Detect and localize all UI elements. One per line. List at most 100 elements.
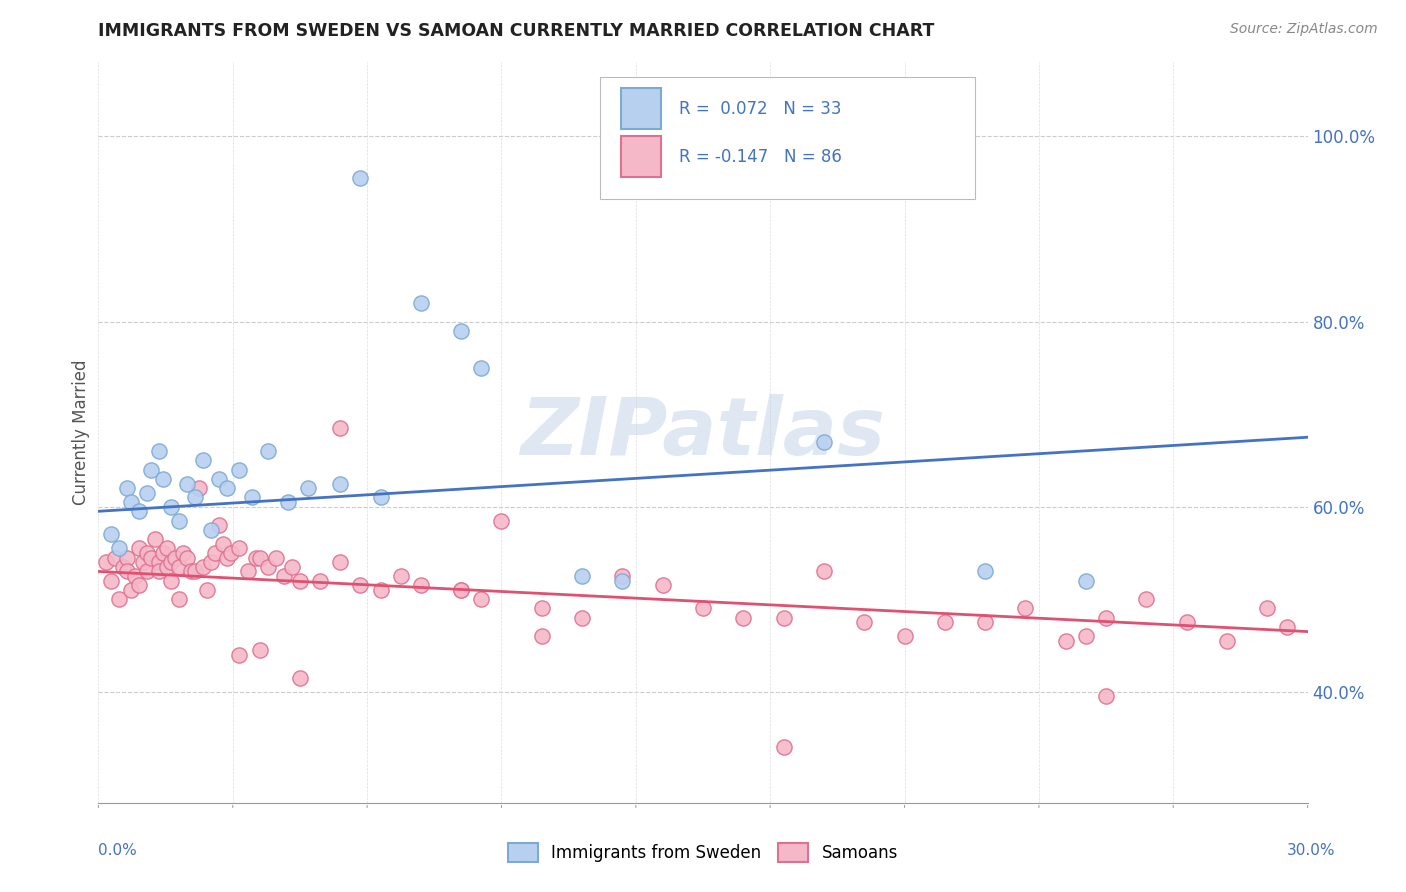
Point [277,495,299,509]
Point [249,550,271,565]
Point [692,601,714,615]
Point [172,546,194,560]
Point [107,541,129,556]
Point [612,574,634,588]
Point [160,574,183,588]
Point [733,611,755,625]
Point [893,629,915,643]
Point [1054,633,1077,648]
Point [571,611,593,625]
Text: IMMIGRANTS FROM SWEDEN VS SAMOAN CURRENTLY MARRIED CORRELATION CHART: IMMIGRANTS FROM SWEDEN VS SAMOAN CURRENT… [98,22,935,40]
Point [148,565,170,579]
Point [470,592,492,607]
Point [100,574,122,588]
Point [188,481,211,495]
Point [156,559,179,574]
Point [228,462,250,476]
Point [217,481,239,495]
Point [120,582,142,597]
Text: R =  0.072   N = 33: R = 0.072 N = 33 [679,100,841,118]
FancyBboxPatch shape [600,78,976,200]
Point [176,476,198,491]
Y-axis label: Currently Married: Currently Married [72,359,90,506]
Point [152,472,174,486]
Point [135,485,157,500]
Point [329,555,352,569]
Point [450,582,472,597]
Point [163,550,186,565]
Point [1074,629,1097,643]
Point [107,592,129,607]
Bar [621,136,661,178]
Point [221,546,243,560]
Text: Source: ZipAtlas.com: Source: ZipAtlas.com [1230,22,1378,37]
Point [115,565,138,579]
Point [772,611,794,625]
Point [240,491,263,505]
Point [450,582,472,597]
Point [273,569,295,583]
Point [103,550,125,565]
Point [228,541,250,556]
Point [651,578,673,592]
Point [409,296,432,310]
Point [195,582,218,597]
Point [1277,620,1299,634]
Point [128,504,150,518]
Point [249,643,271,657]
Point [329,421,352,435]
Point [180,565,202,579]
Point [1256,601,1278,615]
Point [115,481,138,495]
Point [297,481,319,495]
Point [974,565,997,579]
Point [450,324,472,338]
Point [264,550,287,565]
Point [389,569,412,583]
Text: ZIPatlas: ZIPatlas [520,393,886,472]
Point [409,578,432,592]
Point [193,453,215,467]
Point [349,578,371,592]
Point [120,495,142,509]
Point [176,550,198,565]
Point [813,434,835,449]
Point [256,559,278,574]
Point [139,462,162,476]
Point [143,532,166,546]
Point [148,555,170,569]
Point [96,555,118,569]
Point [135,565,157,579]
Point [853,615,876,630]
Point [530,601,553,615]
Point [139,550,162,565]
Point [1095,690,1118,704]
Point [128,578,150,592]
Point [236,565,259,579]
Point [167,559,190,574]
Point [813,565,835,579]
Point [612,569,634,583]
Point [1074,574,1097,588]
Bar [621,88,661,129]
Point [329,476,352,491]
Point [370,582,392,597]
Point [1095,611,1118,625]
Point [128,541,150,556]
Point [200,523,222,537]
Point [156,541,179,556]
Point [167,514,190,528]
Point [204,546,226,560]
Point [1175,615,1198,630]
Point [772,740,794,755]
Point [1135,592,1157,607]
Point [217,550,239,565]
Point [1216,633,1239,648]
Text: R = -0.147   N = 86: R = -0.147 N = 86 [679,148,842,166]
Point [281,559,304,574]
Point [167,592,190,607]
Point [470,360,492,375]
Point [228,648,250,662]
Point [1014,601,1036,615]
Point [288,574,311,588]
